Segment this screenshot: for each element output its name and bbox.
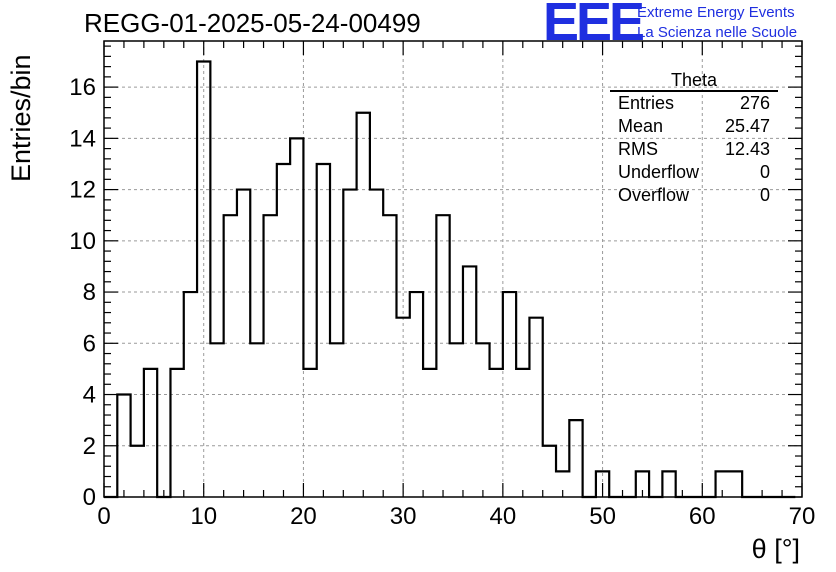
histogram-bin bbox=[516, 369, 529, 497]
x-axis-label: θ [°] bbox=[751, 534, 800, 564]
x-tick-label: 20 bbox=[290, 503, 317, 530]
histogram-bin bbox=[476, 343, 489, 497]
x-tick-label: 70 bbox=[789, 503, 816, 530]
logo-line-2: La Scienza nelle Scuole bbox=[637, 24, 798, 41]
histogram-bin bbox=[662, 471, 675, 497]
x-tick-label: 30 bbox=[390, 503, 417, 530]
plot-frame bbox=[103, 40, 803, 498]
stat-value: 25.47 bbox=[724, 116, 770, 136]
histogram-bin bbox=[224, 215, 237, 497]
y-tick-label: 4 bbox=[83, 382, 96, 409]
y-tick-label: 8 bbox=[83, 279, 96, 306]
stat-value: 0 bbox=[759, 185, 770, 205]
stats-title: Theta bbox=[610, 70, 778, 92]
stat-label: RMS bbox=[618, 139, 658, 159]
stat-value: 0 bbox=[759, 162, 770, 182]
stat-label: Overflow bbox=[618, 185, 690, 205]
stat-row: Entries 276 bbox=[610, 92, 778, 115]
histogram-bin bbox=[290, 138, 303, 497]
histogram-bin bbox=[317, 164, 330, 497]
stat-label: Entries bbox=[618, 93, 675, 113]
stat-label: Mean bbox=[618, 116, 664, 136]
eee-logo: EEE bbox=[543, 0, 645, 52]
histogram-bin bbox=[383, 215, 396, 497]
y-tick-label: 16 bbox=[69, 74, 96, 101]
y-tick-label: 14 bbox=[69, 125, 96, 152]
histogram-bin bbox=[131, 446, 144, 497]
x-tick-label: 40 bbox=[490, 503, 517, 530]
histogram-bin bbox=[543, 446, 556, 497]
histogram-bin bbox=[264, 215, 277, 497]
x-tick-label: 10 bbox=[190, 503, 217, 530]
histogram-title: REGG-01-2025-05-24-00499 bbox=[84, 8, 421, 38]
histogram-bin bbox=[357, 113, 370, 497]
y-tick-label: 10 bbox=[69, 228, 96, 255]
histogram-bin bbox=[490, 369, 503, 497]
x-tick-label: 0 bbox=[97, 503, 110, 530]
histogram-bin bbox=[463, 266, 476, 497]
histogram-bin bbox=[729, 471, 742, 497]
histogram-bin bbox=[436, 215, 449, 497]
logo-line-1: Extreme Energy Events bbox=[637, 4, 795, 21]
eee-logo-caption: Extreme Energy Events La Scienza nelle S… bbox=[637, 3, 797, 43]
stat-row: Underflow 0 bbox=[610, 161, 778, 184]
histogram-bin bbox=[529, 318, 542, 497]
histogram-bin bbox=[250, 343, 263, 497]
stat-row: Mean 25.47 bbox=[610, 115, 778, 138]
histogram-bin bbox=[277, 164, 290, 497]
histogram-bin bbox=[569, 420, 582, 497]
stat-value: 276 bbox=[739, 93, 770, 113]
x-tick-label: 60 bbox=[689, 503, 716, 530]
stat-row: RMS 12.43 bbox=[610, 138, 778, 161]
histogram-bin bbox=[303, 369, 316, 497]
stat-label: Underflow bbox=[618, 162, 700, 182]
y-tick-label: 6 bbox=[83, 330, 96, 357]
stat-value: 12.43 bbox=[724, 139, 770, 159]
histogram-bin bbox=[450, 343, 463, 497]
histogram-bin bbox=[423, 369, 436, 497]
histogram-bin bbox=[144, 369, 157, 497]
y-axis-label: Entries/bin bbox=[6, 54, 36, 182]
histogram-bin bbox=[170, 369, 183, 497]
statistics-box: Theta Entries 276 Mean 25.47 RMS 12.43 Unde… bbox=[610, 70, 778, 207]
histogram-outline bbox=[104, 60, 796, 499]
axes: 0 10 20 30 40 50 60 70 0 2 4 6 8 10 12 14 16 bbox=[69, 40, 816, 530]
histogram-series bbox=[104, 60, 796, 499]
y-tick-label: 2 bbox=[83, 433, 96, 460]
y-tick-label: 0 bbox=[83, 484, 96, 511]
stat-row: Overflow 0 bbox=[610, 184, 778, 207]
y-tick-label: 12 bbox=[69, 177, 96, 204]
histogram-bin bbox=[330, 343, 343, 497]
x-tick-label: 50 bbox=[589, 503, 616, 530]
histogram-bin bbox=[210, 343, 223, 497]
